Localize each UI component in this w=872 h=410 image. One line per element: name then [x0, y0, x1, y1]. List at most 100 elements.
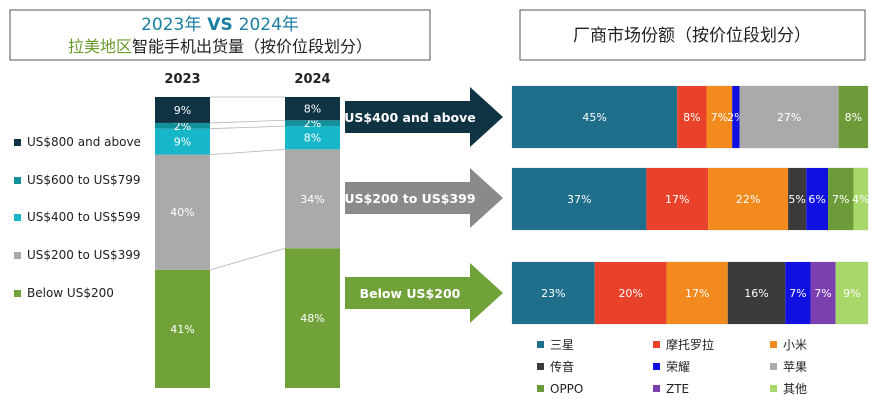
left-title-line2: 拉美地区智能手机出货量（按价位段划分）	[68, 37, 372, 56]
stack-segment	[155, 154, 210, 270]
share-segment	[677, 86, 707, 148]
legend-label: 荣耀	[666, 360, 690, 374]
share-segment	[512, 262, 595, 324]
right-title: 厂商市场份额（按价位段划分）	[573, 26, 811, 46]
legend-swatch	[537, 363, 544, 370]
legend-label: 其他	[783, 382, 807, 396]
legend-swatch	[653, 363, 660, 370]
legend-label: 三星	[550, 338, 574, 352]
year-label: 2024	[294, 72, 330, 87]
legend-label: OPPO	[550, 382, 583, 396]
share-segment	[788, 168, 807, 230]
legend-swatch	[537, 385, 544, 392]
segment-value-label: 40%	[170, 206, 194, 219]
legend-label: US$200 to US$399	[27, 248, 141, 262]
share-value-label: 23%	[541, 287, 565, 300]
arrow	[345, 87, 503, 147]
legend-swatch	[14, 177, 21, 184]
segment-value-label: 41%	[170, 323, 194, 336]
stack-segment	[155, 97, 210, 123]
share-value-label: 22%	[736, 193, 760, 206]
stack-segment	[155, 128, 210, 155]
share-segment	[785, 262, 811, 324]
stack-segment	[285, 120, 340, 127]
segment-value-label: 9%	[174, 104, 191, 117]
legend-swatch	[14, 290, 21, 297]
legend-swatch	[770, 341, 777, 348]
segment-value-label: 8%	[304, 132, 321, 145]
legend-label: ZTE	[666, 382, 689, 396]
share-segment	[838, 86, 868, 148]
stack-segment	[285, 248, 340, 388]
stack-segment	[285, 149, 340, 249]
legend-label: US$800 and above	[27, 135, 141, 149]
left-title-line1: 2023年 VS 2024年	[141, 15, 299, 35]
share-value-label: 17%	[685, 287, 709, 300]
price-band-label: US$200 to US$399	[344, 191, 475, 206]
share-segment	[732, 86, 740, 148]
share-segment	[828, 168, 854, 230]
share-segment	[594, 262, 667, 324]
left-title-box: 2023年 VS 2024年 拉美地区智能手机出货量（按价位段划分）	[9, 9, 431, 61]
share-segment	[512, 168, 647, 230]
share-value-label: 7%	[832, 193, 849, 206]
segment-value-label: 9%	[174, 136, 191, 149]
legend-label: Below US$200	[27, 286, 114, 300]
segment-value-label: 8%	[304, 103, 321, 116]
share-value-label: 9%	[843, 287, 860, 300]
segment-value-label: 34%	[300, 193, 324, 206]
legend-swatch	[770, 363, 777, 370]
share-segment	[706, 86, 733, 148]
share-value-label: 6%	[808, 193, 825, 206]
legend-label: 小米	[783, 338, 807, 352]
legend-swatch	[537, 341, 544, 348]
stack-segment	[285, 97, 340, 121]
legend-swatch	[14, 214, 21, 221]
share-segment	[853, 168, 868, 230]
legend-swatch	[14, 252, 21, 259]
legend-swatch	[653, 341, 660, 348]
share-value-label: 20%	[618, 287, 642, 300]
share-value-label: 5%	[788, 193, 805, 206]
right-chart: US$400 and above 45% 8% 7% 2% 27% 8%US$200 to …	[344, 85, 869, 396]
price-band-label: Below US$200	[360, 286, 461, 301]
connector-line	[209, 119, 286, 124]
legend-label: US$600 to US$799	[27, 173, 141, 187]
segment-value-label: 2%	[304, 117, 321, 130]
share-segment	[708, 168, 789, 230]
price-band-label: US$400 and above	[344, 110, 476, 125]
share-value-label: 27%	[777, 111, 801, 124]
stack-segment	[285, 126, 340, 150]
legend-swatch	[14, 139, 21, 146]
right-title-box: 厂商市场份额（按价位段划分）	[519, 9, 866, 61]
share-segment	[646, 168, 709, 230]
share-segment	[512, 86, 678, 148]
stack-segment	[155, 122, 210, 129]
share-value-label: 7%	[789, 287, 806, 300]
share-segment	[835, 262, 868, 324]
share-segment	[727, 262, 786, 324]
legend-label: 传音	[550, 359, 574, 374]
share-segment	[666, 262, 728, 324]
share-segment	[739, 86, 839, 148]
share-value-label: 7%	[711, 111, 728, 124]
arrow	[345, 168, 503, 228]
share-segment	[810, 262, 836, 324]
segment-value-label: 48%	[300, 312, 324, 325]
share-value-label: 4%	[852, 193, 869, 206]
share-value-label: 45%	[582, 111, 606, 124]
connector-line	[209, 125, 286, 130]
segment-value-label: 2%	[174, 120, 191, 133]
connector-line	[209, 247, 286, 271]
share-value-label: 37%	[567, 193, 591, 206]
year-label: 2023	[164, 72, 200, 87]
share-segment	[806, 168, 829, 230]
share-value-label: 17%	[665, 193, 689, 206]
legend-label: 摩托罗拉	[666, 337, 714, 352]
legend-swatch	[770, 385, 777, 392]
legend-swatch	[653, 385, 660, 392]
legend-label: 苹果	[783, 360, 807, 374]
